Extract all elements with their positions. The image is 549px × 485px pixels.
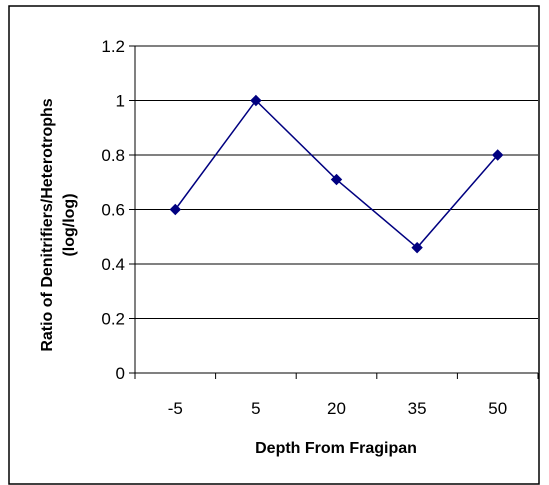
data-point	[491, 149, 504, 161]
y-axis-title-group: Ratio of Denitrifiers/Heterotrophs (log/…	[39, 98, 78, 351]
axes	[129, 45, 539, 379]
x-tick-label: 20	[327, 399, 346, 418]
y-tick-labels: 0 0.2 0.4 0.6 0.8 1 1.2	[101, 37, 125, 383]
x-tick-label: 35	[408, 399, 427, 418]
y-tick-label: 0.6	[101, 201, 125, 220]
x-tick-label: 5	[251, 399, 260, 418]
data-point	[411, 241, 423, 254]
y-axis-title-line-1: Ratio of Denitrifiers/Heterotrophs	[39, 98, 56, 351]
y-tick-label: 1.2	[101, 37, 125, 56]
data-point	[250, 94, 262, 107]
chart-border	[8, 5, 540, 485]
y-axis-title-line-2: (log/log)	[61, 193, 78, 256]
data-point	[330, 173, 343, 186]
x-tick-label: 50	[488, 399, 507, 418]
x-axis-title: Depth From Fragipan	[255, 440, 417, 457]
x-tick-labels: -5 5 20 35 50	[168, 399, 507, 418]
gridlines	[135, 45, 538, 319]
y-tick-label: 0.8	[101, 146, 125, 165]
y-tick-label: 0.2	[101, 310, 125, 329]
y-tick-label: 0	[116, 364, 125, 383]
data-series	[169, 94, 504, 254]
y-tick-label: 0.4	[101, 255, 125, 274]
x-tick-label: -5	[168, 399, 183, 418]
data-point	[169, 203, 182, 216]
y-tick-label: 1	[116, 92, 125, 111]
